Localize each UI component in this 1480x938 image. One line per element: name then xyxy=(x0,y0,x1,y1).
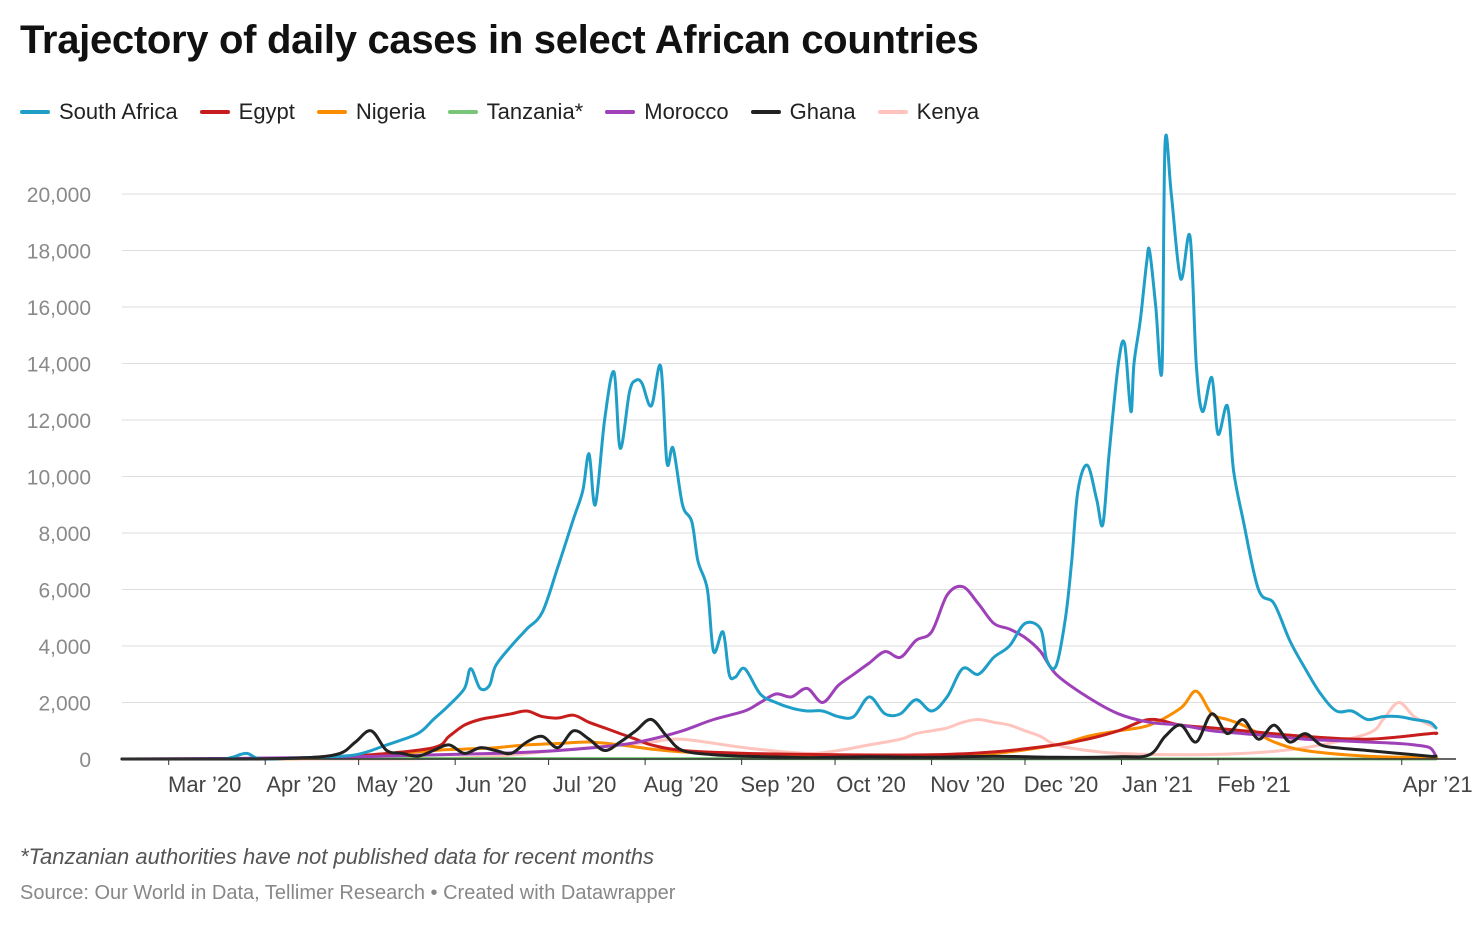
legend-item-egypt: Egypt xyxy=(199,99,295,125)
legend-item-south-africa: South Africa xyxy=(20,99,178,125)
legend-swatch-kenya xyxy=(877,110,908,114)
series-line-nigeria xyxy=(120,689,1439,761)
x-tick-label: Dec ’20 xyxy=(1024,772,1099,797)
series-line-south-africa xyxy=(120,133,1438,761)
legend-label-south-africa: South Africa xyxy=(59,99,178,124)
chart-title: Trajectory of daily cases in select Afri… xyxy=(20,18,979,62)
source-credit: Source: Our World in Data, Tellimer Rese… xyxy=(20,882,676,904)
legend-swatch-morocco xyxy=(605,110,636,114)
legend-label-ghana: Ghana xyxy=(789,99,856,124)
legend-label-nigeria: Nigeria xyxy=(355,99,426,124)
y-tick-label: 18,000 xyxy=(27,241,91,264)
y-tick-label: 4,000 xyxy=(38,636,91,659)
series-line-morocco xyxy=(120,584,1438,761)
x-tick-label: Jan ’21 xyxy=(1122,772,1193,797)
legend-label-morocco: Morocco xyxy=(644,99,729,124)
y-tick-label: 14,000 xyxy=(27,354,91,377)
legend-label-kenya: Kenya xyxy=(916,99,980,124)
series-line-ghana xyxy=(120,712,1438,761)
legend-swatch-ghana xyxy=(750,110,781,114)
legend-item-tanzania: Tanzania* xyxy=(447,99,584,125)
gridlines xyxy=(122,193,1456,703)
footnote: *Tanzanian authorities have not publishe… xyxy=(20,844,654,869)
x-axis-tick-labels: Mar ’20 Apr ’20 May ’20 Jun ’20 Jul ’20 Aug ’… xyxy=(168,759,1473,797)
legend-swatch-egypt xyxy=(199,110,230,114)
x-tick-label: Apr ’20 xyxy=(266,772,336,797)
x-tick-label: Nov ’20 xyxy=(930,772,1005,797)
y-tick-label: 12,000 xyxy=(27,410,91,433)
legend-label-egypt: Egypt xyxy=(238,99,295,124)
legend-item-morocco: Morocco xyxy=(605,99,729,125)
legend-item-kenya: Kenya xyxy=(877,99,980,125)
legend-item-nigeria: Nigeria xyxy=(316,99,426,125)
series-lines xyxy=(120,133,1439,761)
legend-swatch-south-africa xyxy=(20,110,50,114)
y-tick-label: 2,000 xyxy=(38,693,91,716)
legend-item-ghana: Ghana xyxy=(750,99,856,125)
y-tick-label: 0 xyxy=(79,749,91,772)
x-tick-label: Sep ’20 xyxy=(740,772,815,797)
x-tick-label: Jul ’20 xyxy=(553,772,617,797)
chart-legend: South Africa Egypt Nigeria Tanzania* Mor… xyxy=(20,98,1001,126)
legend-label-tanzania: Tanzania* xyxy=(486,99,584,124)
y-tick-label: 10,000 xyxy=(27,467,91,490)
x-tick-label: Aug ’20 xyxy=(644,772,719,797)
x-tick-label: Jun ’20 xyxy=(456,772,527,797)
y-tick-label: 8,000 xyxy=(38,523,91,546)
y-tick-label: 6,000 xyxy=(38,580,91,603)
y-axis-tick-labels: 0 2,000 4,000 6,000 8,000 10,000 12,000 14,000 1… xyxy=(27,184,91,772)
x-tick-label: Apr ’21 xyxy=(1403,772,1473,797)
legend-swatch-tanzania xyxy=(447,110,478,114)
x-tick-label: Oct ’20 xyxy=(836,772,906,797)
x-tick-label: May ’20 xyxy=(356,772,433,797)
y-tick-label: 20,000 xyxy=(27,184,91,207)
x-tick-label: Feb ’21 xyxy=(1217,772,1290,797)
y-tick-label: 16,000 xyxy=(27,297,91,320)
x-tick-label: Mar ’20 xyxy=(168,772,241,797)
legend-swatch-nigeria xyxy=(316,110,347,114)
